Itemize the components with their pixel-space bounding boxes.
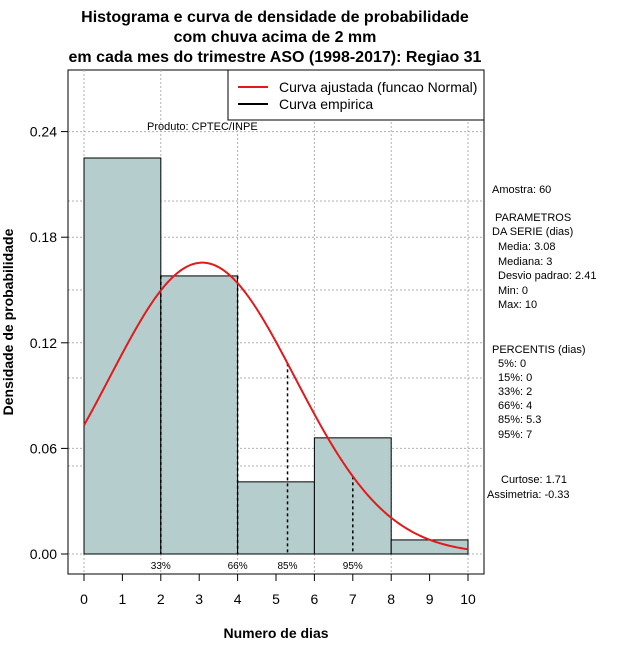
product-label: Produto: CPTEC/INPE (147, 121, 258, 133)
x-tick-label: 4 (234, 591, 242, 607)
x-tick-label: 5 (272, 591, 280, 607)
x-tick-label: 7 (349, 591, 357, 607)
x-tick-label: 3 (195, 591, 203, 607)
y-tick-label: 0.12 (30, 335, 57, 351)
sample-size: Amostra: 60 (492, 184, 551, 196)
param-mean: Media: 3.08 (498, 241, 555, 253)
percentis-title: PERCENTIS (dias) (492, 344, 586, 356)
x-tick-label: 10 (460, 591, 476, 607)
legend: Curva ajustada (funcao Normal) Curva emp… (227, 69, 485, 121)
percentil-33: 33%: 2 (498, 386, 532, 398)
plot-area: 33% 66% 85% 95% Produto: CPTEC/INPE (67, 69, 485, 575)
x-tick-label: 1 (119, 591, 127, 607)
percentil-85: 85%: 5.3 (498, 414, 541, 426)
param-median: Mediana: 3 (498, 256, 552, 268)
skewness: Assimetria: -0.33 (487, 489, 570, 501)
normal-fit-curve (83, 261, 469, 551)
x-tick-label: 8 (387, 591, 395, 607)
chart-title-line-3: em cada mes do trimestre ASO (1998-2017)… (69, 49, 482, 66)
percentil-66: 66%: 4 (498, 400, 532, 412)
param-std-dev: Desvio padrao: 2.41 (498, 270, 596, 282)
chart-title-line-1: Histograma e curva de densidade de proba… (81, 9, 469, 26)
legend-box (227, 69, 485, 121)
chart-title-line-2: com chuva acima de 2 mm (174, 29, 377, 46)
x-tick-label: 9 (426, 591, 434, 607)
statistics-panel: Amostra: 60 PARAMETROS DA SERIE (dias) M… (487, 184, 596, 501)
x-tick-label: 2 (157, 591, 165, 607)
legend-label-fit: Curva ajustada (funcao Normal) (279, 79, 477, 95)
percentil-15: 15%: 0 (498, 372, 532, 384)
histogram-bar (83, 157, 162, 555)
x-tick-label: 0 (80, 591, 88, 607)
histogram-bar (160, 275, 239, 555)
percentile-label: 85% (278, 561, 298, 572)
y-tick-label: 0.18 (30, 229, 57, 245)
y-tick-label: 0.00 (30, 546, 57, 562)
histogram-bars (83, 157, 469, 555)
legend-label-empirical: Curva empirica (279, 96, 373, 112)
x-tick-label: 6 (311, 591, 319, 607)
y-axis-label: Densidade de probabilidade (0, 228, 16, 415)
percentil-5: 5%: 0 (498, 358, 526, 370)
params-title-line-1: PARAMETROS (495, 212, 571, 224)
percentile-label: 66% (228, 561, 248, 572)
percentile-lines: 33% 66% 85% 95% (151, 275, 363, 572)
y-axis: 0.00 0.06 0.12 0.18 0.24 (30, 124, 69, 562)
param-max: Max: 10 (498, 299, 537, 311)
params-title-line-2: DA SERIE (dias) (492, 226, 573, 238)
param-min: Min: 0 (498, 285, 528, 297)
percentile-label: 33% (151, 561, 171, 572)
y-tick-label: 0.24 (30, 124, 57, 140)
histogram-bar (237, 481, 315, 555)
x-axis: 0 1 2 3 4 5 6 7 8 9 10 (80, 573, 476, 607)
percentile-label: 95% (343, 561, 363, 572)
percentil-95: 95%: 7 (498, 429, 532, 441)
kurtosis: Curtose: 1.71 (501, 474, 567, 486)
x-axis-label: Numero de dias (223, 625, 328, 641)
y-tick-label: 0.06 (30, 440, 57, 456)
